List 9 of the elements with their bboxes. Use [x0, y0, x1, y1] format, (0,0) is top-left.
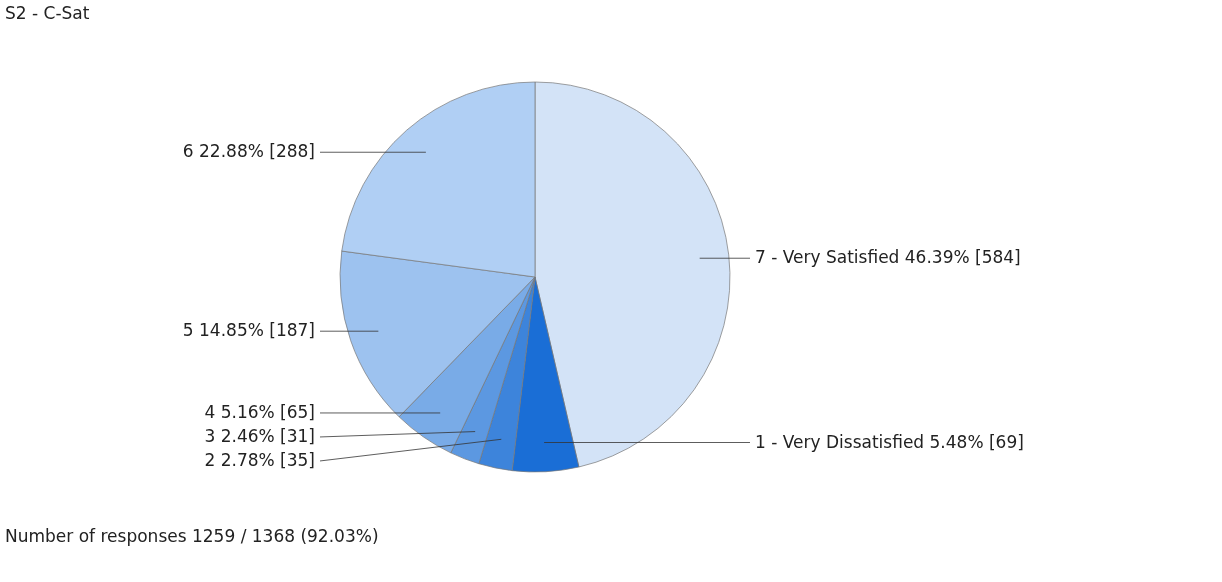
text: S2 - C-Sat: [5, 3, 90, 23]
text: Number of responses 1259 / 1368 (92.03%): [5, 526, 379, 546]
slice-label: 2 2.78% [35]: [204, 449, 315, 470]
slice-label: 3 2.46% [31]: [204, 425, 315, 446]
slice-label: 1 - Very Dissatisfied 5.48% [69]: [755, 431, 1024, 452]
slice-label: 6 22.88% [288]: [182, 141, 315, 162]
slice-label: 7 - Very Satisfied 46.39% [584]: [755, 247, 1021, 268]
slice-label: 5 14.85% [187]: [182, 320, 315, 341]
slice-label: 4 5.16% [65]: [204, 401, 315, 422]
